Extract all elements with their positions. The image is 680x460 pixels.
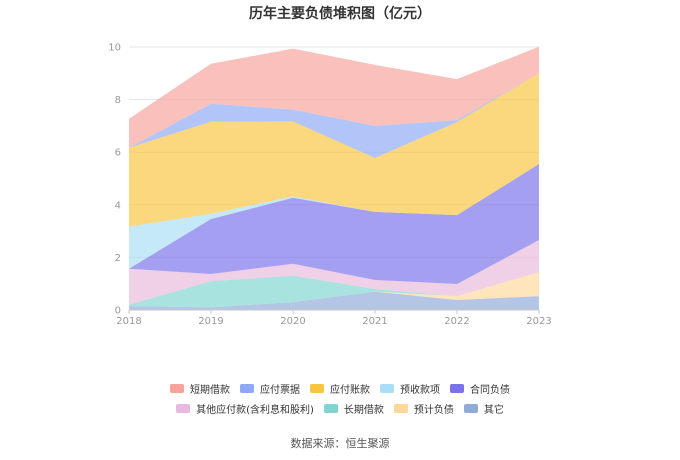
legend: 短期借款 应付票据 应付账款 预收款项 合同负债 其他应付款(含利息和股利) 长期借款 预计…	[0, 378, 680, 418]
legend-swatch	[240, 383, 254, 393]
legend-label: 短期借款	[190, 384, 230, 396]
series-area	[129, 240, 539, 305]
legend-item[interactable]: 其他应付款(含利息和股利)	[176, 401, 314, 416]
series-area	[129, 46, 539, 148]
legend-swatch	[380, 383, 394, 393]
legend-item[interactable]: 预收款项	[380, 381, 440, 396]
y-tick-label: 8	[115, 95, 121, 106]
chart-title: 历年主要负债堆积图（亿元）	[249, 6, 431, 22]
legend-item[interactable]: 其它	[463, 401, 504, 416]
legend-item[interactable]: 预计负债	[393, 401, 454, 416]
x-tick-label: 2021	[362, 316, 387, 327]
legend-label: 预计负债	[413, 404, 454, 416]
series-area	[129, 291, 539, 310]
series-area	[129, 272, 539, 308]
axis-layer: 0 2 4 6 8 10 2018 2019 2020 2021 2022 2023	[108, 43, 551, 328]
y-tick-label: 2	[115, 253, 121, 264]
legend-swatch	[323, 403, 338, 413]
legend-label: 预收款项	[400, 384, 440, 396]
legend-row: 短期借款 应付票据 应付账款 预收款项 合同负债	[0, 378, 680, 398]
y-tick-label: 6	[115, 148, 121, 159]
legend-label: 应付票据	[260, 384, 300, 396]
legend-item[interactable]: 合同负债	[450, 381, 510, 396]
legend-row: 其他应付款(含利息和股利) 长期借款 预计负债 其它	[0, 398, 680, 418]
series-area	[129, 164, 539, 269]
x-tick-label: 2019	[198, 316, 223, 327]
legend-label: 长期借款	[343, 404, 384, 416]
series-area	[129, 73, 539, 227]
y-tick-label: 10	[108, 43, 121, 54]
x-tick-label: 2022	[444, 316, 469, 327]
legend-label: 其他应付款(含利息和股利)	[196, 404, 314, 416]
x-tick-label: 2018	[116, 316, 141, 327]
legend-swatch	[310, 383, 324, 393]
legend-item[interactable]: 应付票据	[240, 381, 300, 396]
legend-item[interactable]: 短期借款	[170, 381, 230, 396]
legend-swatch	[450, 383, 464, 393]
y-tick-label: 0	[115, 306, 121, 317]
series-area	[129, 164, 539, 284]
legend-label: 合同负债	[470, 384, 510, 396]
data-source-note: 数据来源：恒生聚源	[290, 437, 390, 450]
series-area	[129, 73, 539, 158]
legend-label: 其它	[483, 404, 504, 416]
legend-swatch	[393, 403, 408, 413]
x-tick-label: 2020	[280, 316, 305, 327]
area-layer	[129, 46, 539, 310]
legend-swatch	[463, 403, 478, 413]
legend-item[interactable]: 应付账款	[310, 381, 370, 396]
legend-swatch	[170, 383, 184, 393]
legend-label: 应付账款	[330, 384, 370, 396]
x-tick-label: 2023	[526, 316, 551, 327]
legend-swatch	[176, 403, 191, 413]
legend-item[interactable]: 长期借款	[323, 401, 384, 416]
y-tick-label: 4	[115, 200, 121, 211]
